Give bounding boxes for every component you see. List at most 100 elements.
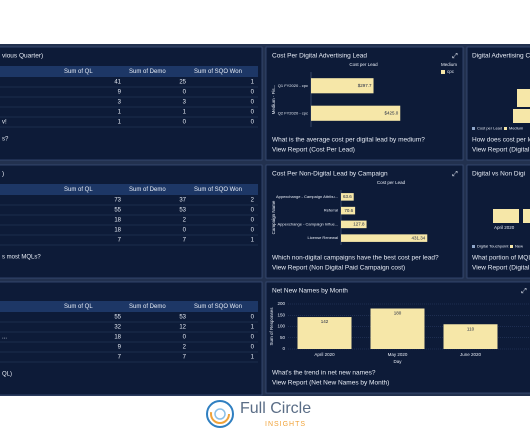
cell: 37 [179,198,186,204]
x-tick-label: May 2020 [388,352,408,357]
category-label: License Renewal [308,235,339,240]
panel-title: Net New Names by Month [272,288,348,295]
y-axis-title: Campaign Name [271,200,276,234]
bar [341,220,367,229]
cell: 0 [251,228,255,234]
legend-title: Medium [441,62,457,67]
cell: 7 [183,238,187,244]
x-tick-label: April 2020 [494,225,515,230]
panel-title: ) [2,171,4,178]
bar [493,209,519,223]
x-tick-label: April 2020 [314,352,335,357]
cell: 9 [118,345,122,351]
report-link[interactable]: View Report (Cost Per Lead) [272,147,355,154]
panel-title: Digital vs Non Digi [472,171,525,178]
cell: 73 [114,198,121,204]
cell: 41 [114,80,121,86]
report-link[interactable]: View Report (Digital v [472,265,530,272]
column-header: Sum of SQO Won [194,69,242,75]
column-header: Sum of Demo [129,69,166,75]
logo: Full Circle INSIGHTS [206,400,311,428]
value-label: $425.0 [384,110,398,115]
bar [443,324,498,349]
cell: 0 [251,208,255,214]
legend-item: Cost per Lead [477,126,502,131]
cell: 3 [183,100,187,106]
value-label: 142 [321,319,329,324]
cell: 32 [114,325,121,331]
panel [265,46,464,161]
x-axis-title: Cost per Lead [377,180,406,185]
table-header [0,66,258,77]
cell: 7 [118,355,122,361]
value-label: 431.34 [412,235,426,240]
cell: 55 [114,208,121,214]
bar [341,234,428,242]
cell: 1 [118,110,122,116]
bar [341,193,354,201]
panel-title: Cost Per Digital Advertising Lead [272,53,367,60]
report-link[interactable]: View Report (Digital T [472,147,530,154]
category-label: Q1 FY2020 - cpc [278,83,308,88]
question: s? [2,137,9,143]
cell: 0 [183,335,187,341]
legend-item: Digital Touchpoint [477,244,509,249]
column-header: Sum of SQO Won [194,304,242,310]
bar [297,317,352,349]
cell: 55 [114,315,121,321]
cell: 0 [183,120,187,126]
bar [311,105,401,121]
cell: 1 [183,110,187,116]
cell: 1 [251,238,255,244]
report-link[interactable]: View Report (Net New Names by Month) [272,380,389,387]
logo-ring [206,400,234,428]
legend-swatch [472,127,475,130]
legend-swatch [441,70,445,74]
cell: 12 [179,325,186,331]
panel [0,281,263,396]
cell: 1 [251,355,255,361]
question: What is the average cost per digital lea… [272,137,425,144]
column-header: Sum of QL [64,187,93,193]
x-tick-label: June 2020 [460,352,482,357]
question: Which non-digital campaigns have the bes… [272,255,439,262]
panel [0,46,263,161]
question: How does cost per le [472,137,530,144]
column-header: Sum of SQO Won [194,187,242,193]
x-axis-title: Day [393,359,402,364]
table-header [0,184,258,195]
cell: 2 [183,218,187,224]
expand-icon: ⤢ [521,288,527,295]
logo-ring [210,404,230,424]
expand-icon: ⤢ [452,171,458,178]
y-tick-label: 50 [280,335,286,340]
cell: 1 [251,80,255,86]
cell: 0 [183,90,187,96]
legend-swatch [472,245,475,248]
panel [0,164,263,279]
column-header: Sum of Demo [129,304,166,310]
cell: 53 [179,208,186,214]
category-label: Appexchange - Campaign Influe... [278,221,338,226]
value-label: 127.8 [353,222,365,227]
value-label: 180 [394,311,402,316]
bar [523,209,530,223]
cell: 25 [179,80,186,86]
report-link[interactable]: View Report (Non Digital Paid Campaign c… [272,265,405,272]
bar [517,89,530,107]
value-label: 70.6 [344,208,353,213]
legend-item: cpc [447,69,455,74]
legend-swatch [504,127,507,130]
question: What portion of MQLs [472,255,530,262]
cell: 9 [118,90,122,96]
cell: 0 [251,110,255,116]
value-label: 63.6 [343,194,352,199]
question: QL) [2,372,12,378]
row-label: ... [2,335,7,341]
y-tick-label: 100 [277,324,285,329]
cell: 2 [183,345,187,351]
expand-icon: ⤢ [452,53,458,60]
cell: 1 [251,325,255,331]
